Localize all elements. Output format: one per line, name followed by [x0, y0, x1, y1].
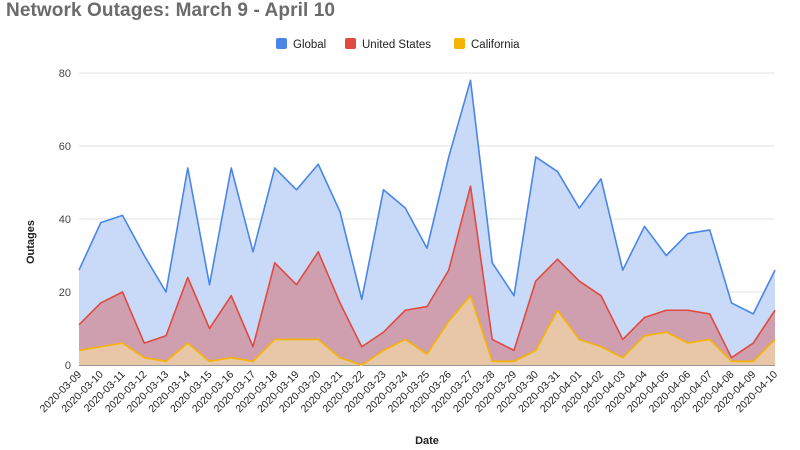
legend-label: Global	[293, 39, 326, 51]
x-axis-title: Date	[415, 435, 439, 447]
legend-swatch	[345, 38, 356, 49]
y-axis-title: Outages	[25, 220, 37, 264]
chart-title: Network Outages: March 9 - April 10	[6, 0, 336, 21]
area-global	[79, 80, 775, 366]
series-lines	[78, 79, 776, 366]
legend-swatch	[454, 38, 465, 49]
series-areas	[79, 80, 775, 366]
y-tick-labels: 0 20 40 60 80	[59, 68, 71, 372]
legend-swatch	[276, 38, 287, 49]
y-tick-label: 20	[59, 287, 71, 299]
x-tick-labels: 2020-03-092020-03-102020-03-112020-03-12…	[38, 369, 781, 416]
area-california	[79, 295, 775, 365]
y-tick-label: 60	[59, 141, 71, 153]
y-tick-label: 40	[59, 214, 71, 226]
legend-label: California	[471, 39, 520, 51]
line-united-states	[78, 185, 776, 359]
y-tick-label: 0	[65, 360, 71, 372]
legend: Global United States California	[276, 38, 520, 51]
line-global	[78, 79, 776, 315]
line-california	[78, 294, 776, 366]
legend-label: United States	[362, 39, 431, 51]
area-united-states	[79, 186, 775, 365]
y-tick-label: 80	[59, 68, 71, 80]
